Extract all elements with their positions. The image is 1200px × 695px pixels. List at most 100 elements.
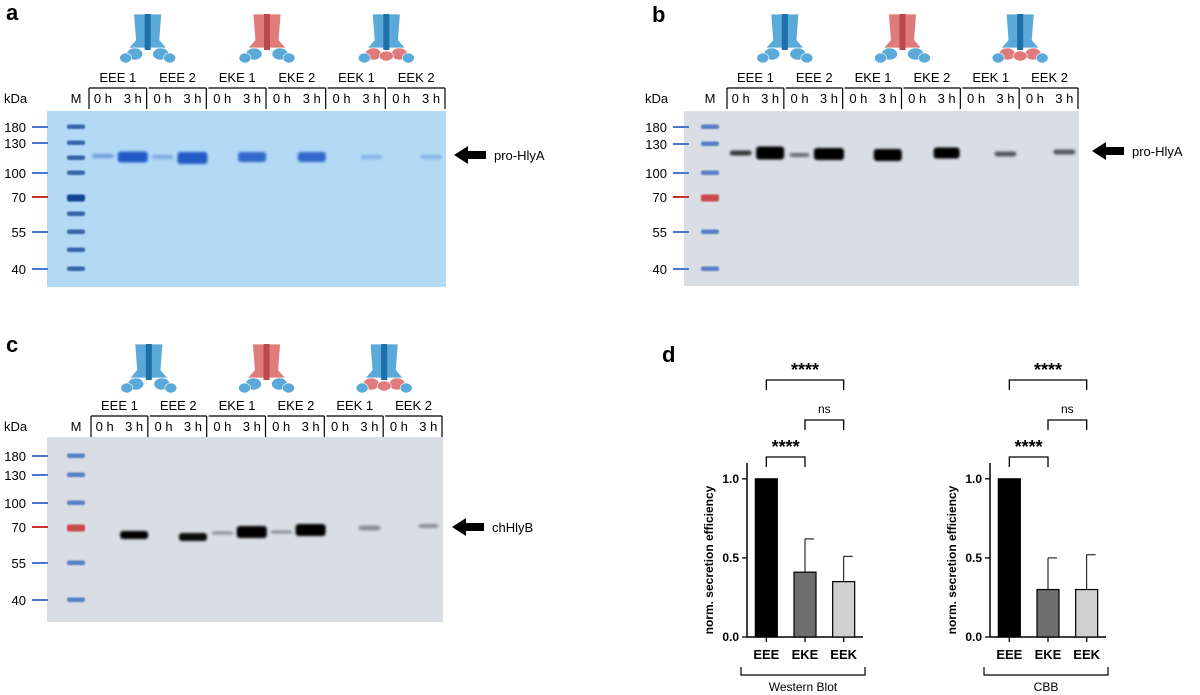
protein-band — [360, 155, 383, 159]
sample-label: EEE 2 — [160, 398, 197, 413]
time-label: 0 h — [392, 91, 410, 106]
time-label: 3 h — [243, 419, 261, 434]
x-tick-label: EEK — [1073, 647, 1100, 662]
x-tick-label: EKE — [792, 647, 819, 662]
y-tick-label: 0.5 — [722, 551, 739, 565]
x-tick-label: EEE — [996, 647, 1022, 662]
mw-tick-label: 55 — [12, 556, 26, 571]
x-tick-label: EEE — [753, 647, 779, 662]
sample-label: EEK 2 — [398, 70, 435, 85]
mw-tick-label: 70 — [12, 520, 26, 535]
x-tick-label: EKE — [1035, 647, 1062, 662]
y-axis-label: norm. secretion efficiency — [702, 485, 716, 634]
time-label: 0 h — [155, 419, 173, 434]
bar — [832, 581, 856, 638]
significance-bracket — [1047, 419, 1088, 430]
mw-tick-label: 40 — [12, 593, 26, 608]
time-label: 3 h — [125, 419, 143, 434]
mw-tick-label: 100 — [4, 166, 26, 181]
y-tick-label: 0.5 — [965, 551, 982, 565]
time-label: 3 h — [183, 91, 201, 106]
marker-band — [67, 211, 85, 216]
time-label: 3 h — [879, 91, 897, 106]
bar — [754, 478, 778, 638]
marker-band — [67, 500, 85, 505]
y-tick-label: 1.0 — [965, 472, 982, 486]
panel-d: d 0.0 0.5 1.0 norm. secretion efficiency EEE… — [662, 342, 1109, 694]
transporter-eee-icon — [756, 13, 814, 64]
band-arrow-icon — [454, 146, 486, 164]
marker-band — [67, 597, 85, 602]
significance-label: **** — [1034, 360, 1062, 380]
protein-band — [295, 524, 326, 536]
time-label: 3 h — [996, 91, 1014, 106]
time-label: 0 h — [967, 91, 985, 106]
protein-band — [789, 153, 810, 157]
significance-label: **** — [772, 437, 800, 457]
protein-band — [994, 151, 1017, 157]
significance-bracket — [804, 419, 845, 430]
time-label: 3 h — [1055, 91, 1073, 106]
protein-band — [756, 146, 785, 160]
y-tick-label: 0.0 — [965, 630, 982, 644]
transporter-eee-icon — [119, 13, 176, 64]
transporter-eek-icon — [991, 13, 1049, 64]
time-label: 0 h — [331, 419, 349, 434]
time-label: 3 h — [820, 91, 838, 106]
mw-tick-label: 55 — [12, 225, 26, 240]
panel-letter: b — [652, 2, 665, 27]
y-axis-label: norm. secretion efficiency — [945, 485, 959, 634]
mw-tick-label: 70 — [653, 190, 667, 205]
sample-label: EKE 2 — [277, 398, 314, 413]
mw-tick-label: 100 — [4, 496, 26, 511]
significance-label: **** — [791, 360, 819, 380]
band-arrow-icon — [1092, 142, 1124, 160]
protein-band — [813, 148, 844, 160]
sample-label: EEK 2 — [395, 398, 432, 413]
marker-band — [67, 194, 85, 202]
panel-a: a kDa M EEE 1 0 h 3 h EEE 2 0 h 3 h EKE 1 0 h 3 h E… — [4, 0, 545, 287]
protein-band — [211, 531, 234, 535]
time-label: 3 h — [362, 91, 380, 106]
protein-band — [236, 526, 267, 538]
protein-band — [178, 533, 207, 541]
group-label: CBB — [1034, 680, 1059, 694]
group-bracket — [740, 667, 866, 676]
marker-band — [701, 194, 719, 202]
time-label: 0 h — [154, 91, 172, 106]
y-tick-label: 1.0 — [722, 472, 739, 486]
significance-label: **** — [1015, 437, 1043, 457]
time-label: 0 h — [732, 91, 750, 106]
sample-label: EKE 1 — [219, 398, 256, 413]
sample-label: EKE 1 — [219, 70, 256, 85]
sample-label: EEE 1 — [101, 398, 138, 413]
mw-tick-label: 40 — [12, 262, 26, 277]
significance-bracket — [765, 379, 845, 390]
mw-tick-label: 180 — [645, 120, 667, 135]
transporter-eee-icon — [120, 343, 178, 394]
protein-band — [91, 154, 114, 158]
time-label: 3 h — [243, 91, 261, 106]
transporter-eke-icon — [238, 343, 295, 394]
gel-image — [684, 111, 1079, 286]
bar — [1036, 588, 1060, 638]
protein-band — [120, 531, 149, 539]
bar — [1075, 588, 1099, 638]
marker-band — [701, 266, 719, 271]
sample-label: EEK 2 — [1031, 70, 1068, 85]
mw-tick-label: 40 — [653, 262, 667, 277]
marker-band — [67, 155, 85, 160]
marker-band — [67, 472, 85, 477]
time-label: 0 h — [273, 91, 291, 106]
time-label: 3 h — [419, 419, 437, 434]
time-label: 0 h — [213, 91, 231, 106]
marker-band — [701, 124, 719, 129]
time-label: 0 h — [908, 91, 926, 106]
sample-label: EEK 1 — [336, 398, 373, 413]
time-label: 0 h — [213, 419, 231, 434]
sample-label: EEK 1 — [338, 70, 375, 85]
significance-bracket — [1008, 456, 1049, 467]
significance-bracket — [765, 456, 806, 467]
time-label: 3 h — [761, 91, 779, 106]
marker-band — [701, 170, 719, 175]
